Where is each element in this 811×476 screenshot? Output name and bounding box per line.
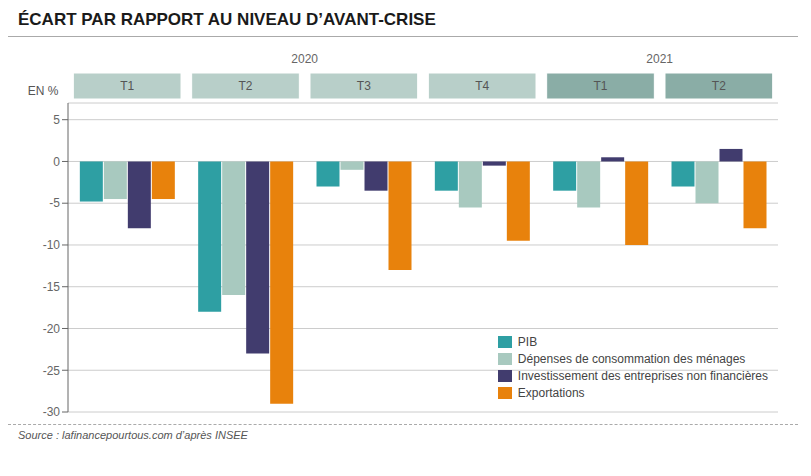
svg-text:-25: -25: [43, 364, 61, 378]
svg-text:T2: T2: [238, 79, 252, 93]
html-text:PIB: PIB: [517, 335, 538, 349]
svg-text:-30: -30: [43, 405, 61, 419]
svg-text:5: 5: [53, 113, 60, 127]
html-text:Source : lafinancepourtous.com: Source : lafinancepourtous.com d’après I…: [18, 429, 248, 441]
html-text:Investissement des entreprises: Investissement des entreprises non finan…: [517, 369, 768, 383]
svg-text:T2: T2: [712, 79, 726, 93]
svg-text:2021: 2021: [646, 52, 673, 66]
html-text:Exportations: Exportations: [517, 386, 585, 400]
svg-text:0: 0: [53, 155, 60, 169]
svg-text:T3: T3: [357, 79, 371, 93]
svg-text:2020: 2020: [291, 52, 318, 66]
html-text:ÉCART PAR RAPPORT AU NIVEAU D’: ÉCART PAR RAPPORT AU NIVEAU D’AVANT-CRIS…: [18, 10, 436, 29]
svg-text:-20: -20: [43, 322, 61, 336]
svg-text:-10: -10: [43, 238, 61, 252]
svg-text:-5: -5: [49, 196, 60, 210]
svg-text:-15: -15: [43, 280, 61, 294]
svg-text:T1: T1: [593, 79, 607, 93]
svg-text:T4: T4: [475, 79, 489, 93]
svg-text:EN %: EN %: [28, 84, 59, 98]
html-text:Dépenses de consommation des m: Dépenses de consommation des ménages: [517, 352, 746, 366]
svg-text:T1: T1: [120, 79, 134, 93]
